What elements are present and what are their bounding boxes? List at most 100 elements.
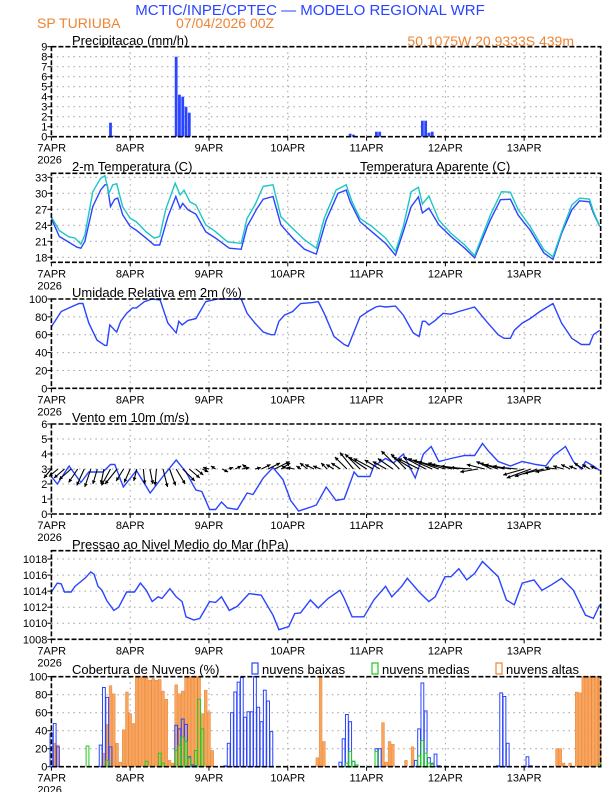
wind-vector xyxy=(281,465,289,470)
wind-vector-shaft xyxy=(392,456,413,470)
x-tick-label: 7APR xyxy=(37,394,66,406)
cloud-bar xyxy=(384,761,388,767)
wind-vector xyxy=(582,464,591,470)
y-tick-label: 1008 xyxy=(23,634,47,646)
wind-vector-shaft xyxy=(402,456,426,470)
wind-vector-shaft xyxy=(397,458,420,470)
x-tick-label: 10APR xyxy=(270,268,305,280)
main-title: MCTIC/INPE/CPTEC — MODELO REGIONAL WRF xyxy=(135,2,484,19)
wind-vector xyxy=(418,460,446,470)
cloud-bar xyxy=(318,676,323,767)
cloud-bar xyxy=(584,676,589,767)
plot-frame xyxy=(50,549,602,641)
y-tick-label: 0 xyxy=(41,762,47,774)
wind-vector xyxy=(254,466,262,471)
y-tick-label: 4 xyxy=(41,92,47,104)
cloud-bar xyxy=(161,690,165,767)
x-tick-label: 11APR xyxy=(350,268,384,280)
wind-vector-head xyxy=(441,464,445,469)
wind-vector-head xyxy=(339,452,344,457)
station-name: SP TURIUBA xyxy=(37,15,121,31)
wind-vector-head xyxy=(408,458,413,462)
pres-panel: 1008 1010 1012 1014 1016 1018 7APR 8APR 9APR 10AP… xyxy=(23,537,602,669)
wind-vector xyxy=(169,468,177,486)
x-year-label: 2026 xyxy=(37,785,61,792)
wind-vector xyxy=(149,468,155,485)
wind-vector-head xyxy=(123,478,128,483)
cloud-bar xyxy=(121,729,126,767)
x-tick-label: 7APR xyxy=(37,268,66,280)
wind-vector xyxy=(408,457,433,470)
precip-bar xyxy=(420,120,424,137)
wind-vector-head xyxy=(553,465,557,469)
wind-vector xyxy=(43,468,52,479)
y-tick-label: 1 xyxy=(41,122,47,134)
wind-vector-head xyxy=(321,463,326,467)
wind-vector xyxy=(377,458,394,470)
cloud-bar xyxy=(135,676,139,767)
x-tick-label: 13APR xyxy=(507,268,542,280)
wind-vector xyxy=(84,468,92,488)
wind-vector-head xyxy=(381,451,386,455)
wind-vector-head xyxy=(190,477,195,481)
y-tick-label: 60 xyxy=(35,330,47,342)
wind-vector xyxy=(286,466,295,471)
cloud-bar xyxy=(115,743,119,767)
wind-vector-head xyxy=(105,480,109,484)
cloud-bar xyxy=(591,676,595,767)
y-tick-label: 60 xyxy=(35,708,47,720)
x-tick-label: 8APR xyxy=(116,268,145,280)
wind-vector-head xyxy=(476,461,481,465)
wind-vector-head xyxy=(479,462,484,466)
wind-vector xyxy=(153,468,158,486)
plot-frame xyxy=(50,45,602,138)
y-tick-label: 8 xyxy=(41,52,47,64)
x-tick-label: 11APR xyxy=(350,143,384,155)
x-year-label: 2026 xyxy=(37,280,61,292)
wind-vector-head xyxy=(427,461,432,466)
wind-vector-shaft xyxy=(381,450,400,470)
y-tick-label: 80 xyxy=(35,690,47,702)
precip-bar xyxy=(352,134,355,137)
wind-vector xyxy=(76,468,85,486)
y-tick-label: 7 xyxy=(41,62,47,74)
y-tick-label: 1016 xyxy=(23,570,47,582)
cloud-bar xyxy=(190,676,195,767)
wind-vector-head xyxy=(390,454,395,458)
wind-vector-head xyxy=(43,474,48,478)
wind-vector-head xyxy=(101,481,105,486)
wind-vector xyxy=(221,468,229,473)
wind-vector-head xyxy=(393,457,398,461)
wind-vector-shaft xyxy=(390,453,407,470)
legend-swatch xyxy=(371,662,379,675)
wind-vector xyxy=(261,464,271,470)
x-tick-label: 8APR xyxy=(116,645,145,657)
precip-bar xyxy=(378,131,382,137)
wind-panel: 0 1 2 3 4 5 6 7APR 8APR 9APR 10APR 11APR 12APR 13APR 2… xyxy=(37,410,602,544)
x-tick-label: 13APR xyxy=(507,520,542,532)
wind-vector xyxy=(132,468,138,482)
y-tick-label: 1014 xyxy=(23,586,47,598)
cloud-bar xyxy=(161,762,165,768)
wind-vector-head xyxy=(398,458,403,462)
wind-vector-head xyxy=(501,465,505,470)
cloud-bar xyxy=(525,756,530,768)
wind-vector-head xyxy=(334,457,339,461)
x-tick-label: 13APR xyxy=(507,143,542,155)
wind-vector xyxy=(325,464,335,470)
cloud-bar xyxy=(404,760,408,767)
precip-bar xyxy=(109,122,112,137)
wind-vector-shaft xyxy=(348,456,367,470)
cloud-bar xyxy=(187,676,191,767)
wind-vector-head xyxy=(153,481,158,486)
wind-vector xyxy=(53,468,65,479)
cloud-bar xyxy=(56,746,60,768)
wind-vector xyxy=(413,459,439,470)
wind-vector-head xyxy=(92,480,96,484)
wind-vector xyxy=(142,468,147,485)
x-tick-label: 7APR xyxy=(37,773,66,785)
wind-vector xyxy=(552,465,564,470)
wind-vector xyxy=(202,466,210,471)
wind-vector xyxy=(68,468,79,483)
